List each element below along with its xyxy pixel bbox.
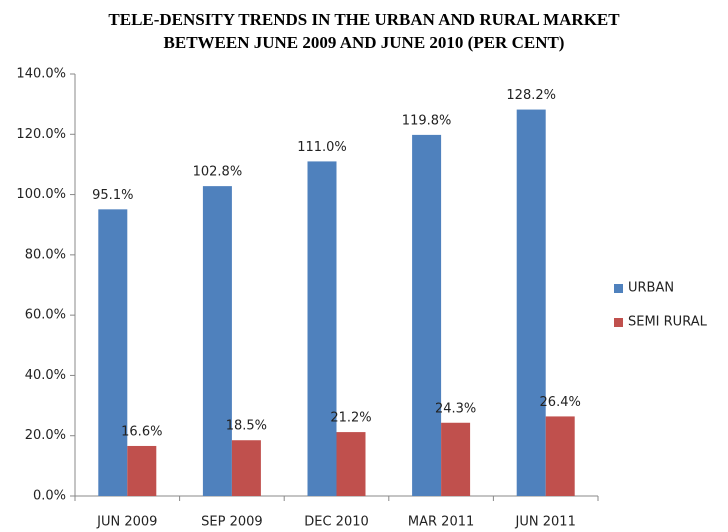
value-label: 119.8% (402, 113, 452, 128)
y-tick-label: 100.0% (16, 187, 66, 202)
bar (98, 209, 128, 496)
x-tick-label: SEP 2009 (201, 515, 263, 530)
x-tick-label: JUN 2009 (96, 515, 157, 530)
chart-title: TELE-DENSITY TRENDS IN THE URBAN AND RUR… (108, 10, 620, 52)
value-label: 95.1% (92, 188, 133, 203)
x-tick-label: JUN 2011 (515, 515, 576, 530)
x-tick-label: MAR 2011 (408, 515, 474, 530)
bar (516, 109, 546, 496)
value-label: 16.6% (121, 424, 162, 439)
legend-label: SEMI RURAL (628, 315, 708, 330)
legend-label: URBAN (628, 281, 674, 296)
y-tick-label: 120.0% (16, 127, 66, 142)
y-tick-label: 40.0% (25, 368, 66, 383)
value-label: 21.2% (330, 411, 371, 426)
legend-swatch (614, 318, 623, 327)
bar (441, 422, 471, 496)
value-label: 18.5% (226, 419, 267, 434)
y-tick-label: 0.0% (33, 489, 66, 504)
value-label: 102.8% (193, 165, 243, 180)
y-tick-label: 60.0% (25, 308, 66, 323)
bar (202, 186, 232, 497)
value-label: 24.3% (435, 401, 476, 416)
legend-swatch (614, 284, 623, 293)
bar (127, 445, 157, 496)
bar (307, 161, 337, 496)
y-tick-label: 80.0% (25, 247, 66, 262)
value-label: 111.0% (297, 140, 347, 155)
value-label: 128.2% (506, 88, 556, 103)
bar (545, 416, 575, 496)
bar (231, 440, 261, 496)
bar (336, 432, 366, 496)
y-tick-label: 20.0% (25, 428, 66, 443)
y-tick-label: 140.0% (16, 67, 66, 82)
x-tick-label: DEC 2010 (304, 515, 369, 530)
bar (412, 134, 442, 497)
value-label: 26.4% (540, 395, 581, 410)
